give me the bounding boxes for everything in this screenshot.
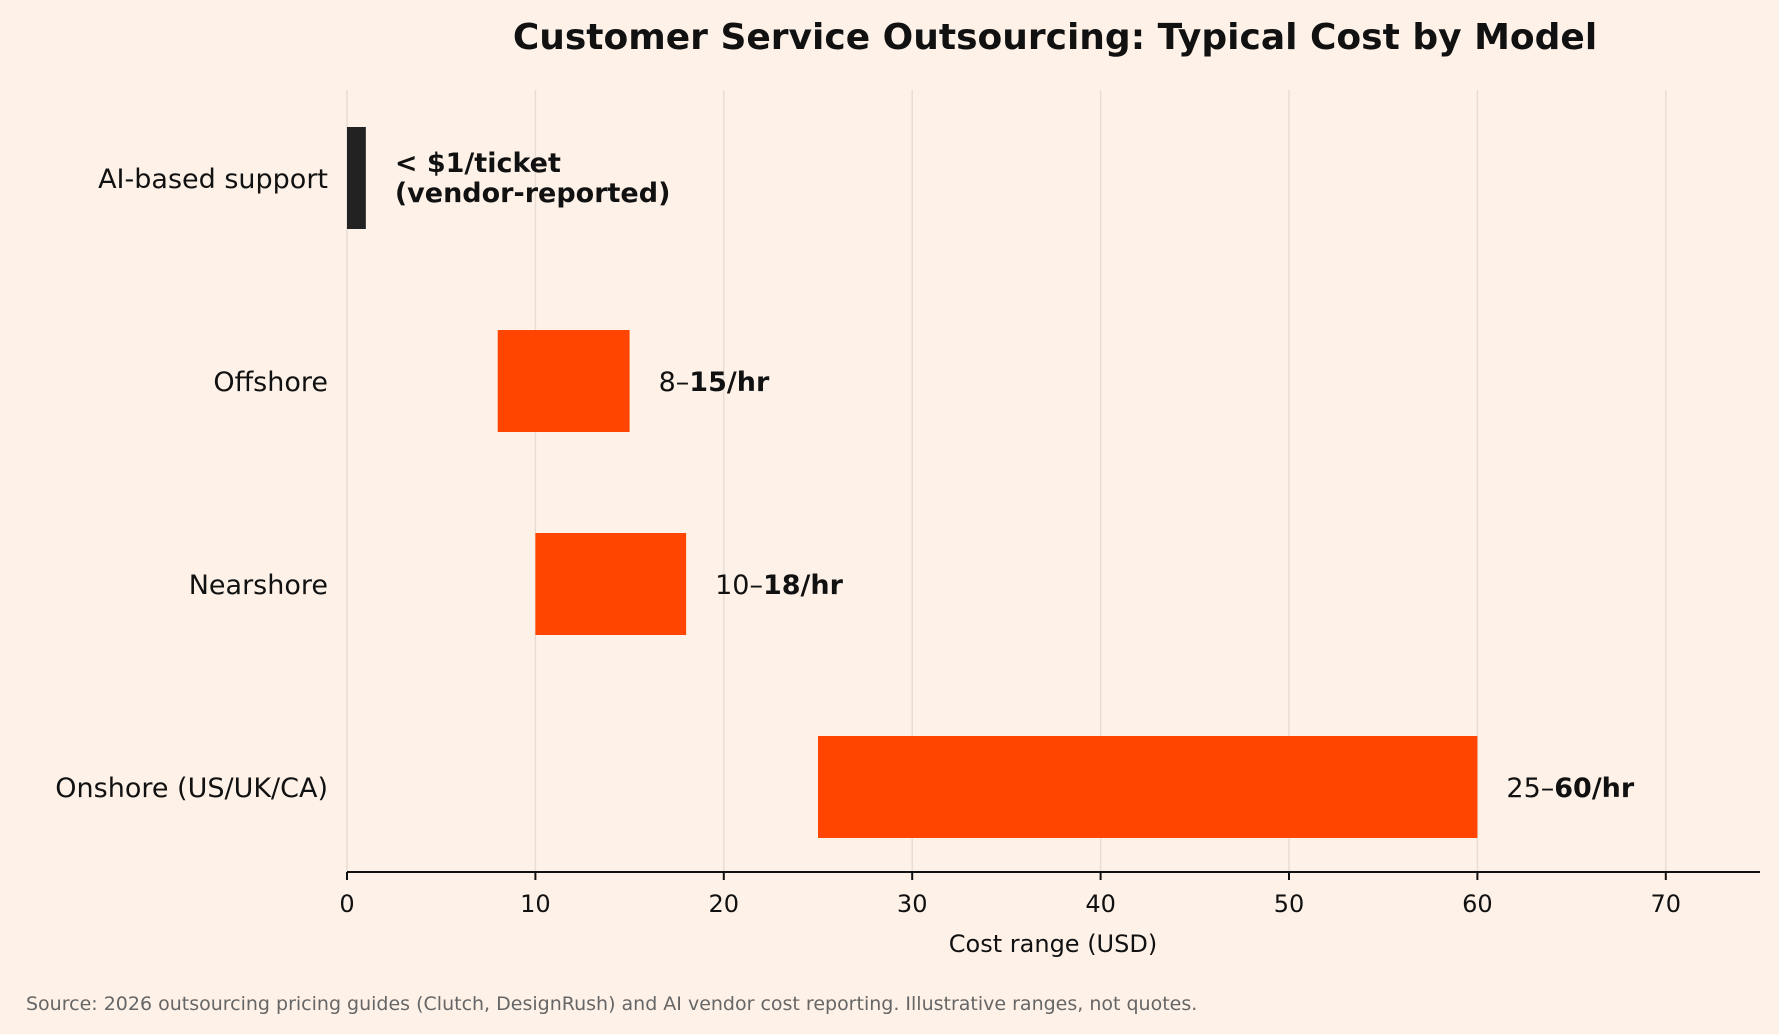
bar-3: [818, 736, 1478, 838]
x-tick-label: 50: [1274, 890, 1305, 918]
bar-1: [497, 330, 630, 432]
x-tick-label: 20: [709, 890, 740, 918]
data-label: 10–18/hr: [715, 570, 844, 601]
chart-title: Customer Service Outsourcing: Typical Co…: [513, 17, 1597, 58]
x-axis: 0 10 20 30 40 50 60 70: [339, 871, 1760, 918]
source-note: Source: 2026 outsourcing pricing guides …: [26, 993, 1197, 1015]
data-label-start: 8–: [659, 367, 690, 398]
bar-2: [535, 533, 687, 635]
x-tick-label: 40: [1085, 890, 1116, 918]
bars-group: AI-based support < $1/ticket (vendor-repor…: [55, 127, 1635, 838]
data-label-start: 10–: [715, 570, 763, 601]
category-label: Nearshore: [189, 570, 328, 601]
data-label: 8–15/hr: [659, 367, 770, 398]
category-label: Offshore: [213, 367, 328, 398]
x-tick-label: 30: [897, 890, 928, 918]
data-label: 25–60/hr: [1506, 773, 1635, 804]
x-tick-label: 0: [339, 890, 354, 918]
data-label-line: (vendor-reported): [395, 178, 671, 209]
x-tick-label: 60: [1462, 890, 1493, 918]
data-label-end: 15/hr: [689, 367, 770, 398]
x-tick-label: 10: [520, 890, 551, 918]
data-label-start: 25–: [1506, 773, 1554, 804]
category-label: Onshore (US/UK/CA): [55, 773, 328, 804]
bar-0: [347, 127, 366, 229]
data-label-line: < $1/ticket: [395, 148, 561, 179]
grid-lines: [346, 90, 1667, 872]
data-label-end: 18/hr: [763, 570, 844, 601]
data-label-end: 60/hr: [1554, 773, 1635, 804]
x-axis-title: Cost range (USD): [949, 930, 1157, 958]
data-label: < $1/ticket (vendor-reported): [395, 148, 671, 209]
x-tick-label: 70: [1651, 890, 1682, 918]
category-label: AI-based support: [98, 164, 328, 195]
